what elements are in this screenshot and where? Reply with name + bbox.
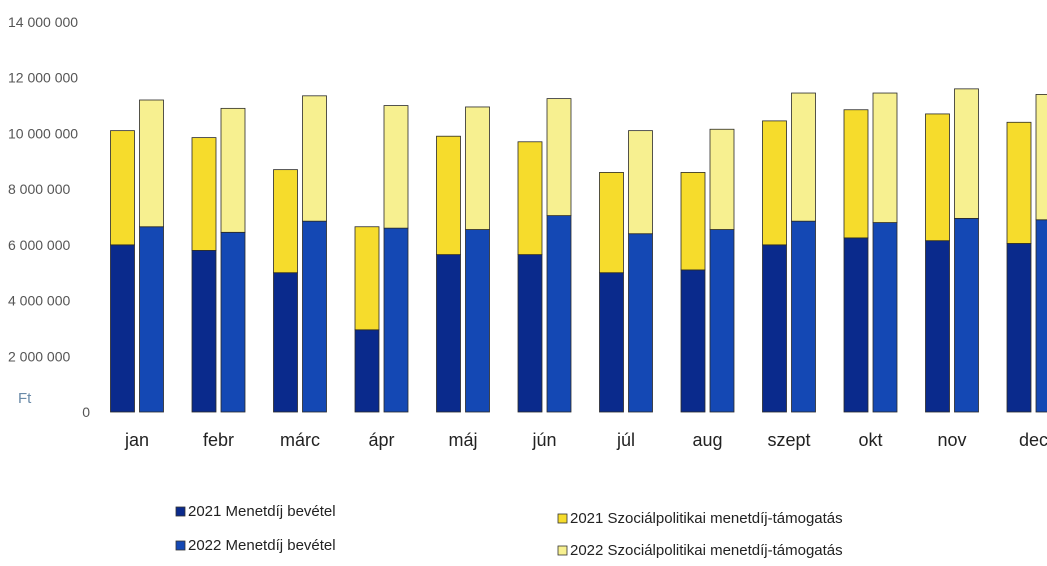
bar-segment <box>110 244 135 413</box>
bar-segment <box>517 141 543 256</box>
bar-segment <box>709 128 735 230</box>
bar-segment <box>762 120 787 246</box>
bar-segment <box>1035 219 1047 413</box>
bar-segment <box>139 99 164 228</box>
bar-segment <box>546 215 572 413</box>
bar-segment <box>354 329 380 413</box>
x-tick-label: febr <box>203 430 234 450</box>
y-tick-label: 8 000 000 <box>8 181 70 197</box>
bar-segment <box>191 250 217 413</box>
legend-swatch <box>557 545 568 556</box>
bar-segment <box>220 231 246 413</box>
legend-swatch <box>557 513 568 524</box>
bar-segment <box>273 169 298 274</box>
bar-segment <box>1006 121 1032 244</box>
bar-segment <box>925 240 950 413</box>
bar-segment <box>436 254 461 413</box>
bar-segment <box>546 98 572 217</box>
legend-swatch <box>175 540 186 551</box>
legend-swatch <box>175 506 186 517</box>
bar-segment <box>628 233 653 413</box>
bar-segment <box>925 113 950 242</box>
x-tick-label: aug <box>692 430 722 450</box>
legend-label: 2022 Menetdíj bevétel <box>188 537 336 554</box>
bar-segment <box>1035 94 1047 221</box>
bar-segment <box>843 109 869 239</box>
x-tick-label: júl <box>616 430 635 450</box>
bar-segment <box>680 269 706 413</box>
bar-segment <box>302 220 327 413</box>
bar-segment <box>383 105 409 229</box>
bar-segment <box>465 106 490 230</box>
y-tick-label: 10 000 000 <box>8 125 78 141</box>
x-tick-label: okt <box>858 430 882 450</box>
bar-segment <box>517 254 543 413</box>
bars-group <box>110 88 1047 413</box>
bar-segment <box>220 107 246 233</box>
bar-segment <box>762 244 787 413</box>
y-tick-label: 0 <box>82 404 90 420</box>
y-tick-label: 14 000 000 <box>8 14 78 30</box>
bar-segment <box>872 222 898 413</box>
bar-segment <box>954 88 979 219</box>
bar-segment <box>465 229 490 413</box>
bar-segment <box>791 92 816 222</box>
legend-label: 2022 Szociálpolitikai menetdíj-támogatás <box>570 542 843 559</box>
x-tick-label: dec <box>1019 430 1047 450</box>
bar-segment <box>791 220 816 413</box>
x-tick-label: szept <box>767 430 810 450</box>
y-tick-label: 12 000 000 <box>8 70 78 86</box>
bar-segment <box>599 172 624 274</box>
x-tick-label: ápr <box>368 430 394 450</box>
y-tick-label: 4 000 000 <box>8 293 70 309</box>
bar-segment <box>383 227 409 413</box>
bar-segment <box>872 92 898 223</box>
bar-segment <box>709 229 735 413</box>
bar-segment <box>599 272 624 413</box>
y-axis-label: Ft <box>18 390 32 407</box>
x-axis: jan febr márc ápr máj jún júl aug szept okt nov dec <box>124 430 1047 450</box>
bar-segment <box>436 135 461 256</box>
bar-segment <box>110 130 135 246</box>
x-tick-label: márc <box>280 430 320 450</box>
bar-segment <box>680 172 706 271</box>
bar-segment <box>139 226 164 413</box>
bar-segment <box>354 226 380 331</box>
y-tick-label: 2 000 000 <box>8 348 70 364</box>
x-tick-label: jan <box>124 430 149 450</box>
legend-label: 2021 Menetdíj bevétel <box>188 503 336 520</box>
bar-segment <box>1006 243 1032 413</box>
legend: 2021 Menetdíj bevétel 2021 Szociálpolitik… <box>175 503 843 559</box>
bar-segment <box>302 95 327 222</box>
y-axis: 0 2 000 000 4 000 000 6 000 000 8 000 000 10 … <box>8 14 90 420</box>
x-tick-label: máj <box>448 430 477 450</box>
x-tick-label: jún <box>531 430 556 450</box>
bar-segment <box>954 217 979 413</box>
y-tick-label: 6 000 000 <box>8 237 70 253</box>
bar-segment <box>628 130 653 235</box>
bar-segment <box>843 237 869 413</box>
bar-segment <box>191 137 217 251</box>
x-tick-label: nov <box>937 430 966 450</box>
bar-segment <box>273 272 298 413</box>
legend-label: 2021 Szociálpolitikai menetdíj-támogatás <box>570 510 843 527</box>
